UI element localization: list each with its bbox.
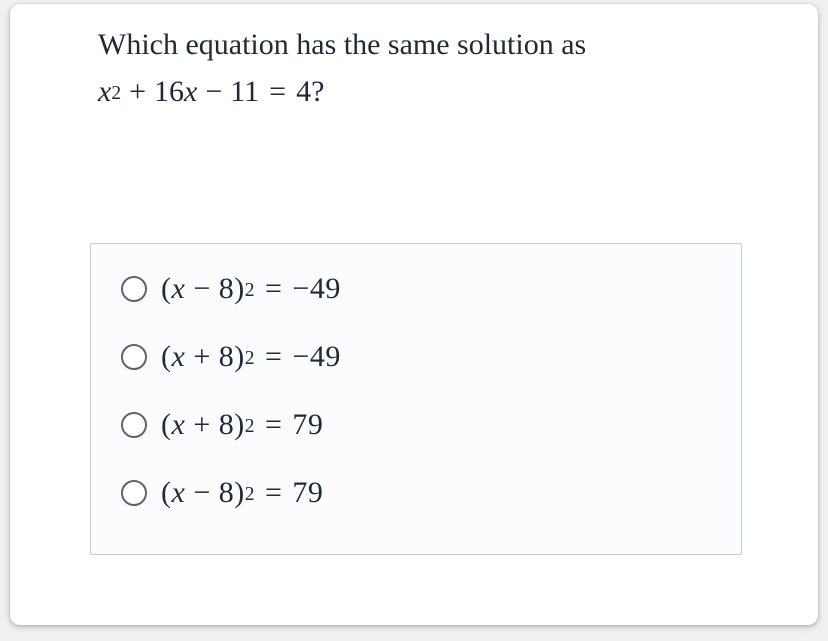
choice-row[interactable]: (x − 8)2 = 79	[121, 476, 711, 510]
radio-icon[interactable]	[121, 412, 147, 438]
choice-row[interactable]: (x − 8)2 = −49	[121, 272, 711, 306]
radio-icon[interactable]	[121, 344, 147, 370]
question-card: Which equation has the same solution as …	[10, 4, 818, 625]
choice-row[interactable]: (x + 8)2 = 79	[121, 408, 711, 442]
question-stem: Which equation has the same solution as …	[98, 22, 730, 115]
choice-text: (x − 8)2 = −49	[161, 272, 341, 306]
choices-box: (x − 8)2 = −49 (x + 8)2 = −49 (x + 8)2	[90, 243, 742, 555]
choice-text: (x + 8)2 = −49	[161, 340, 341, 374]
radio-icon[interactable]	[121, 276, 147, 302]
stem-equation: x2 + 16x − 11 = 4?	[98, 69, 730, 116]
choice-text: (x + 8)2 = 79	[161, 408, 323, 442]
question-stem-area: Which equation has the same solution as …	[10, 22, 818, 115]
choice-row[interactable]: (x + 8)2 = −49	[121, 340, 711, 374]
stem-line-1: Which equation has the same solution as	[98, 22, 730, 69]
radio-icon[interactable]	[121, 480, 147, 506]
choice-text: (x − 8)2 = 79	[161, 476, 323, 510]
